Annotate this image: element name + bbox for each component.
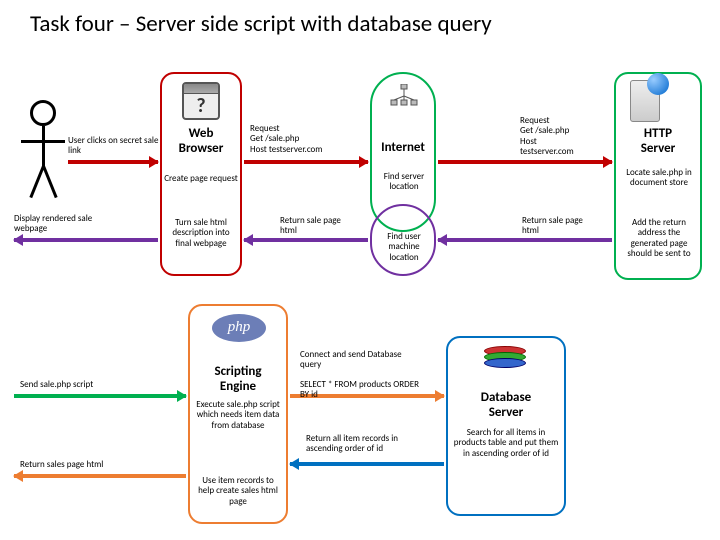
internet-label: Internet (366, 140, 440, 155)
connect-send-text: Connect and send Database query (300, 350, 420, 371)
user-icon (18, 100, 68, 220)
internet-find-user: Find user machine location (374, 232, 434, 263)
return-sale1-text: Return sale page html (280, 216, 352, 237)
arrow-internet-server (438, 158, 612, 166)
return-all-items-text: Return all item records in ascending ord… (306, 434, 424, 455)
display-rendered-text: Display rendered sale webpage (14, 214, 124, 235)
page-title: Task four – Server side script with data… (30, 10, 492, 38)
browser-label: Web Browser (160, 126, 242, 156)
http-server-label: HTTP Server (614, 126, 702, 156)
http-server-add-return: Add the return address the generated pag… (620, 218, 698, 259)
arrow-user-browser (68, 158, 158, 166)
request1-text: Request Get /sale.php Host testserver.co… (250, 124, 362, 155)
request2-text: Request Get /sale.php Host testserver.co… (520, 116, 600, 157)
arrow-return-sales-page (14, 472, 186, 480)
php-icon: php (212, 314, 266, 342)
scripting-label: Scripting Engine (188, 364, 288, 394)
arrow-internet-browser-return (244, 236, 368, 244)
browser-icon: ? (182, 82, 220, 120)
return-sale2-text: Return sale page html (522, 216, 594, 237)
select-query-text: SELECT * FROM products ORDER BY id (300, 380, 430, 401)
scripting-execute: Execute sale.php script which needs item… (194, 400, 282, 431)
user-label: User clicks on secret sale link (68, 136, 160, 157)
arrow-send-script (14, 392, 186, 400)
arrow-browser-internet (244, 158, 368, 166)
internet-find-server: Find server location (374, 172, 434, 193)
db-search-text: Search for all items in products table a… (452, 428, 560, 459)
scripting-use-items: Use item records to help create sales ht… (194, 476, 282, 507)
db-label: Database Server (446, 390, 566, 420)
network-icon (390, 84, 418, 106)
return-sales-page-text: Return sales page html (20, 460, 160, 470)
db-icon (484, 346, 526, 364)
arrow-browser-user-display (14, 236, 158, 244)
browser-create-page: Create page request (164, 174, 238, 184)
browser-turn-sale: Turn sale html description into final we… (164, 218, 238, 249)
send-script-text: Send sale.php script (20, 380, 140, 390)
arrow-server-internet-return (438, 236, 612, 244)
server-icon (630, 80, 660, 122)
http-server-locate: Locate sale.php in document store (620, 168, 698, 189)
arrow-db-scripting (290, 460, 444, 468)
